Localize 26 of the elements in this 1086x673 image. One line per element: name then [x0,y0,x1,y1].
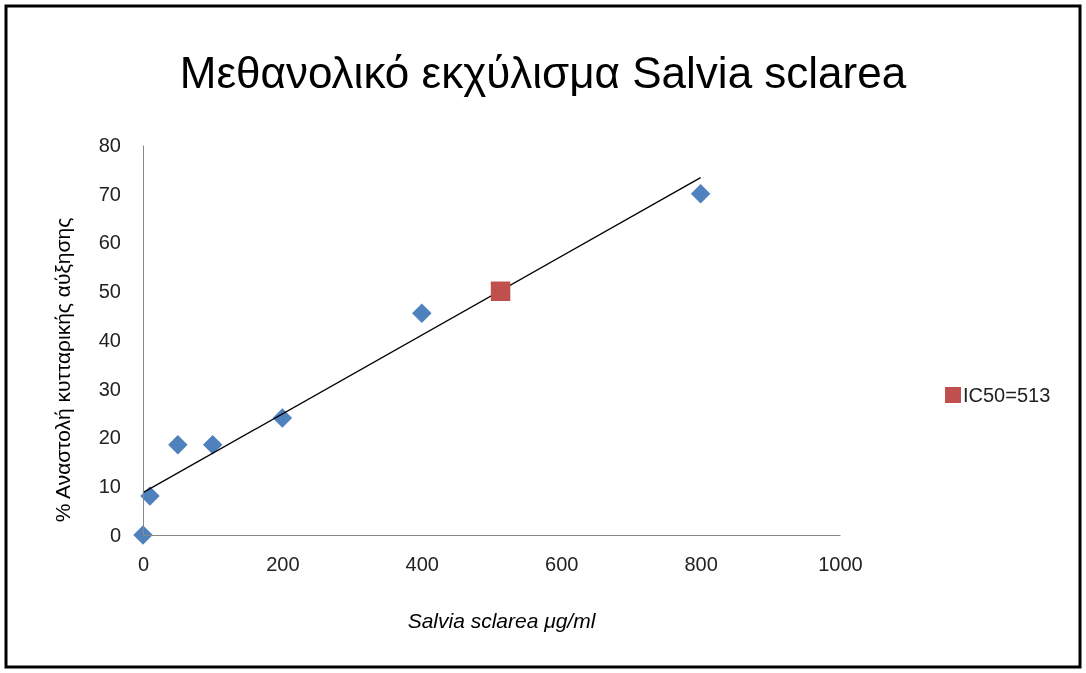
y-tick-label: 50 [98,280,121,303]
x-tick-label: 400 [405,553,439,576]
x-tick-label: 1000 [818,553,863,576]
x-tick-label: 800 [684,553,718,576]
point [690,184,711,204]
point [272,408,293,428]
point [412,303,432,323]
y-tick-label: 60 [98,231,121,254]
point [168,435,188,455]
chart-title: Μεθανολικό εκχύλισμα Salvia sclarea [179,48,907,97]
x-tick-label: 0 [137,553,150,576]
x-tick-label: 600 [545,553,579,576]
y-tick-label: 30 [98,377,121,400]
point [202,435,223,455]
y-tick-label: 40 [98,328,121,351]
y-tick-label: 0 [109,523,121,546]
y-tick-label: 20 [98,426,121,449]
x-axis-title: Salvia sclarea μg/ml [407,609,597,632]
legend-label: IC50=513 [963,384,1051,406]
point [140,486,160,506]
y-tick-label: 10 [98,475,121,498]
x-tick-label: 200 [266,553,300,576]
y-tick-label: 80 [98,133,121,156]
y-tick-label: 70 [98,182,121,205]
y-axis-title: % Αναστολή κυτταρικής αύξησης [51,217,74,523]
point [490,281,511,301]
